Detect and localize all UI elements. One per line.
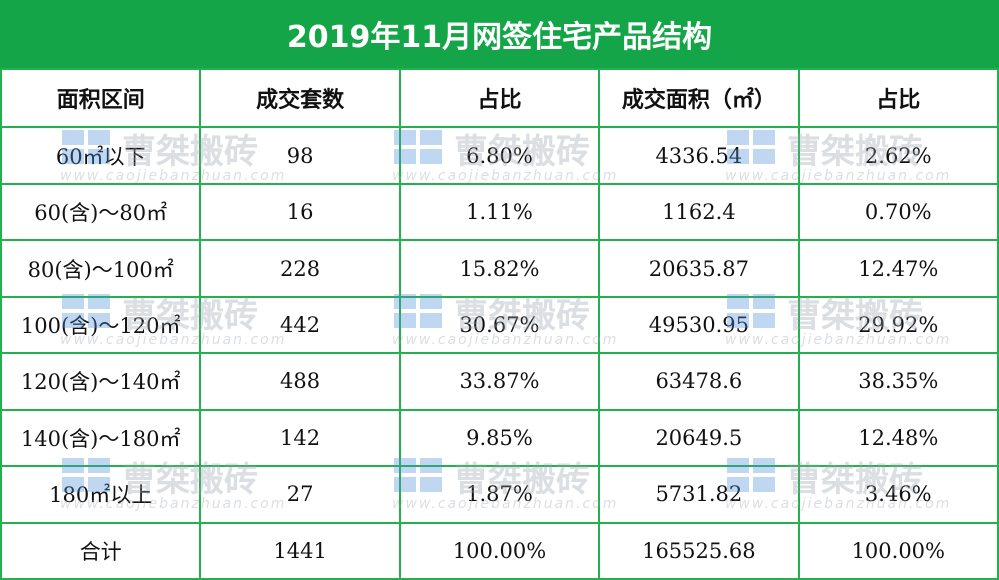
table-cell: 180㎡以上: [0, 465, 202, 524]
header-cell: 占比: [797, 67, 999, 129]
table-cell: 140(含)～180㎡: [0, 408, 202, 468]
table-row: 180㎡以上 27 1.87% 5731.82 3.46%: [0, 465, 999, 524]
table-row: 80(含)～100㎡ 228 15.82% 20635.87 12.47%: [0, 239, 999, 298]
data-table: 面积区间 成交套数 占比 成交面积（㎡） 占比 60㎡以下 98 6.80% 4336.54 2.…: [0, 67, 999, 580]
table-cell: 5731.82: [598, 465, 800, 524]
table-cell: 60(含)～80㎡: [0, 182, 202, 242]
table-row: 120(含)～140㎡ 488 33.87% 63478.6 38.35%: [0, 352, 999, 411]
table-cell: 15.82%: [398, 239, 601, 298]
header-cell: 占比: [398, 67, 601, 129]
header-cell: 面积区间: [0, 67, 202, 129]
table-cell: 38.35%: [797, 352, 999, 411]
table-cell: 12.48%: [797, 408, 999, 468]
table-cell: 100.00%: [398, 521, 601, 580]
table-cell: 49530.95: [598, 295, 800, 355]
table-cell: 100(含)～120㎡: [0, 295, 202, 355]
table-cell: 3.46%: [797, 465, 999, 524]
table-cell: 6.80%: [398, 126, 601, 185]
table-row: 100(含)～120㎡ 442 30.67% 49530.95 29.92%: [0, 295, 999, 355]
table-cell: 442: [199, 295, 401, 355]
table-cell: 0.70%: [797, 182, 999, 242]
header-row: 面积区间 成交套数 占比 成交面积（㎡） 占比: [0, 67, 999, 129]
table-cell: 488: [199, 352, 401, 411]
table-row: 140(含)～180㎡ 142 9.85% 20649.5 12.48%: [0, 408, 999, 468]
table-cell: 63478.6: [598, 352, 800, 411]
table-cell: 27: [199, 465, 401, 524]
header-cell: 成交面积（㎡）: [598, 67, 800, 129]
table-row: 60(含)～80㎡ 16 1.11% 1162.4 0.70%: [0, 182, 999, 242]
table-cell: 20649.5: [598, 408, 800, 468]
table-cell: 30.67%: [398, 295, 601, 355]
table-cell: 1.87%: [398, 465, 601, 524]
table-cell: 60㎡以下: [0, 126, 202, 185]
table-title: 2019年11月网签住宅产品结构: [0, 0, 999, 68]
table-cell: 9.85%: [398, 408, 601, 468]
table-cell: 20635.87: [598, 239, 800, 298]
table-cell: 80(含)～100㎡: [0, 239, 202, 298]
table-cell: 33.87%: [398, 352, 601, 411]
table-cell: 100.00%: [797, 521, 999, 580]
table-cell: 98: [199, 126, 401, 185]
table-row: 60㎡以下 98 6.80% 4336.54 2.62%: [0, 126, 999, 185]
table-cell: 4336.54: [598, 126, 800, 185]
table-cell: 12.47%: [797, 239, 999, 298]
table-cell: 合计: [0, 521, 202, 580]
table-cell: 1162.4: [598, 182, 800, 242]
table-cell: 2.62%: [797, 126, 999, 185]
table-row: 合计 1441 100.00% 165525.68 100.00%: [0, 521, 999, 580]
table-cell: 1.11%: [398, 182, 601, 242]
table-cell: 16: [199, 182, 401, 242]
table-cell: 142: [199, 408, 401, 468]
table-cell: 120(含)～140㎡: [0, 352, 202, 411]
table-cell: 165525.68: [598, 521, 800, 580]
header-cell: 成交套数: [199, 67, 401, 129]
table-cell: 29.92%: [797, 295, 999, 355]
table-cell: 1441: [199, 521, 401, 580]
table-cell: 228: [199, 239, 401, 298]
